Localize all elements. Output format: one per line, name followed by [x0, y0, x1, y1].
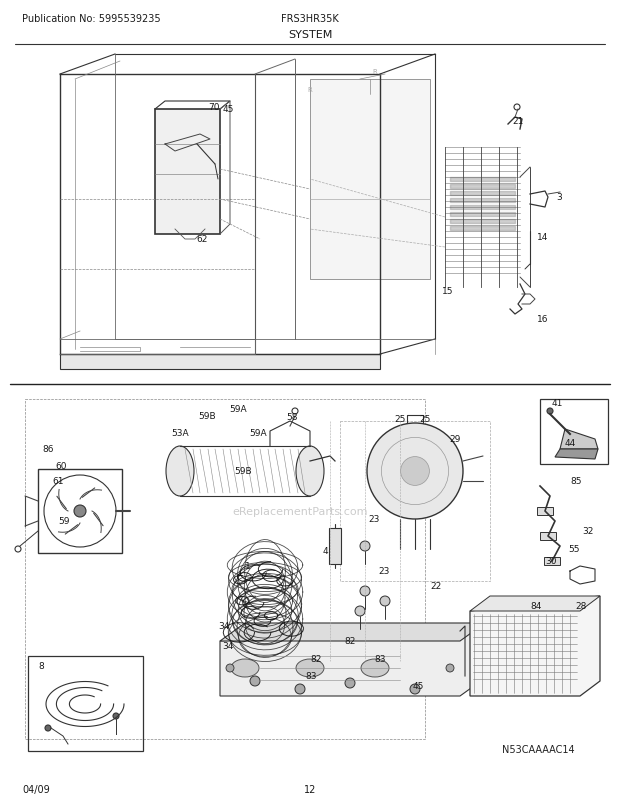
Circle shape	[250, 676, 260, 687]
Text: FRS3HR35K: FRS3HR35K	[281, 14, 339, 24]
Text: 82: 82	[344, 637, 356, 646]
Bar	[25, 399, 425, 739]
Text: 29: 29	[450, 435, 461, 444]
Text: 04/09: 04/09	[22, 784, 50, 794]
Circle shape	[446, 664, 454, 672]
Text: 83: 83	[305, 671, 316, 681]
Bar	[537, 508, 553, 516]
Circle shape	[380, 596, 390, 606]
Bar	[329, 529, 341, 565]
Text: 1: 1	[245, 561, 250, 571]
Text: 70: 70	[208, 103, 219, 111]
Text: 45: 45	[412, 682, 423, 691]
Polygon shape	[555, 449, 598, 460]
Text: 83: 83	[374, 654, 386, 664]
Polygon shape	[470, 596, 600, 696]
Circle shape	[45, 725, 51, 731]
Polygon shape	[560, 429, 598, 449]
Text: 4: 4	[323, 547, 329, 556]
Text: 53A: 53A	[171, 429, 189, 438]
Text: 32: 32	[582, 527, 593, 536]
Bar	[28, 656, 143, 751]
Text: 85: 85	[570, 477, 582, 486]
Text: 58: 58	[286, 413, 298, 422]
Text: 82: 82	[310, 654, 321, 664]
Text: R: R	[308, 87, 312, 93]
Bar	[544, 557, 560, 565]
Text: 60: 60	[55, 462, 66, 471]
Polygon shape	[155, 110, 220, 235]
Text: eReplacementParts.com: eReplacementParts.com	[232, 506, 368, 516]
Text: 28: 28	[575, 602, 587, 611]
Bar	[540, 533, 556, 541]
Text: 25: 25	[394, 415, 405, 424]
Circle shape	[367, 423, 463, 520]
Bar	[540, 399, 608, 464]
Text: 3: 3	[556, 192, 562, 201]
Ellipse shape	[166, 447, 194, 496]
Text: 45: 45	[223, 105, 234, 115]
Text: 15: 15	[442, 287, 454, 296]
Circle shape	[401, 457, 430, 486]
Polygon shape	[470, 596, 600, 611]
Circle shape	[360, 541, 370, 551]
Text: Publication No: 5995539235: Publication No: 5995539235	[22, 14, 161, 24]
Text: 59B: 59B	[198, 412, 216, 421]
Text: 34: 34	[218, 622, 229, 630]
Text: R: R	[373, 69, 378, 75]
Text: 61: 61	[52, 477, 63, 486]
Circle shape	[226, 664, 234, 672]
Circle shape	[345, 678, 355, 688]
Text: 84: 84	[530, 602, 541, 611]
Polygon shape	[60, 354, 380, 370]
Polygon shape	[220, 623, 485, 642]
Text: 23: 23	[378, 567, 389, 576]
Polygon shape	[220, 623, 485, 696]
Text: 8: 8	[38, 662, 44, 670]
Text: 41: 41	[552, 399, 564, 408]
Text: 44: 44	[565, 439, 576, 448]
Circle shape	[410, 684, 420, 695]
Text: 30: 30	[545, 557, 557, 565]
Circle shape	[113, 713, 119, 719]
Circle shape	[547, 408, 553, 415]
Text: 14: 14	[537, 233, 548, 241]
Text: 21: 21	[512, 117, 523, 127]
Text: 62: 62	[196, 235, 207, 244]
Polygon shape	[310, 80, 430, 280]
Circle shape	[355, 606, 365, 616]
Text: 25: 25	[419, 415, 431, 424]
Text: 23: 23	[368, 515, 379, 524]
Ellipse shape	[296, 447, 324, 496]
Ellipse shape	[361, 659, 389, 677]
Text: N53CAAAAC14: N53CAAAAC14	[502, 744, 575, 754]
Text: 22: 22	[430, 581, 441, 591]
Circle shape	[74, 505, 86, 517]
Bar	[340, 422, 490, 581]
Circle shape	[471, 664, 479, 672]
Text: 16: 16	[537, 315, 549, 324]
Text: SYSTEM: SYSTEM	[288, 30, 332, 40]
Text: 12: 12	[304, 784, 316, 794]
Text: 59B: 59B	[234, 467, 252, 476]
Text: 59A: 59A	[249, 429, 267, 438]
Ellipse shape	[296, 659, 324, 677]
Text: 86: 86	[42, 445, 53, 454]
Text: 59A: 59A	[229, 405, 247, 414]
Ellipse shape	[231, 659, 259, 677]
Circle shape	[360, 586, 370, 596]
Text: 55: 55	[568, 545, 580, 554]
Text: 34: 34	[222, 642, 233, 650]
Circle shape	[295, 684, 305, 695]
Bar	[38, 469, 122, 553]
Text: 59: 59	[58, 516, 69, 526]
